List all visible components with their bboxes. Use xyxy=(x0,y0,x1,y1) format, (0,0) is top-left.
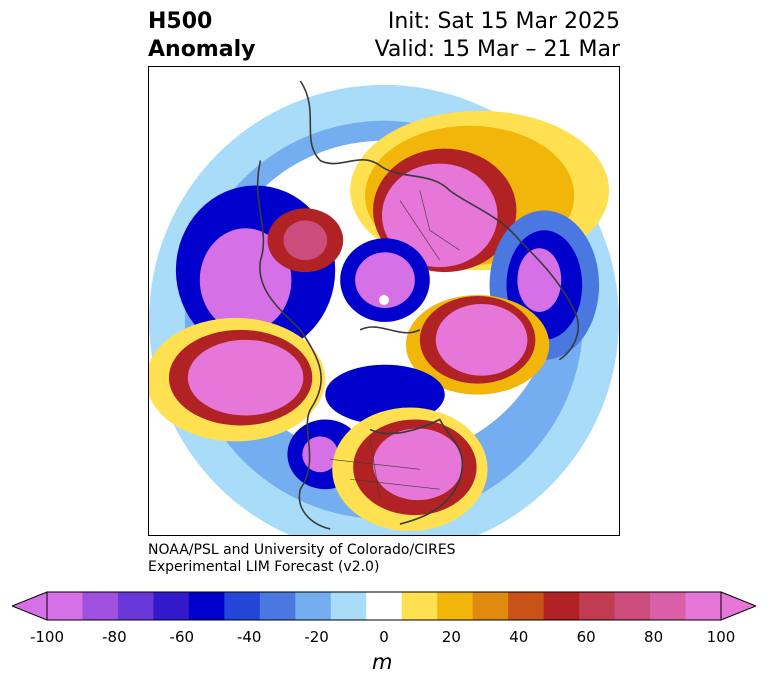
colorbar-segment xyxy=(330,592,367,620)
colorbar-tick-label: 0 xyxy=(379,628,389,646)
trough-west-us-core xyxy=(302,436,339,473)
colorbar-segment xyxy=(224,592,261,620)
colorbar-segment xyxy=(153,592,190,620)
colorbar-segment xyxy=(117,592,154,620)
colorbar-unit-label: m xyxy=(372,650,393,674)
borders xyxy=(330,190,460,500)
coast-north-america-west xyxy=(298,329,331,530)
colorbar-segment xyxy=(295,592,332,620)
colorbar-segment xyxy=(82,592,119,620)
political-borders xyxy=(330,190,460,500)
colorbar-max-extension xyxy=(720,591,756,621)
credit-line1: NOAA/PSL and University of Colorado/CIRE… xyxy=(148,542,456,558)
coastlines xyxy=(256,80,579,530)
north-pole-marker xyxy=(379,295,389,305)
colorbar-tick-label: 60 xyxy=(576,628,596,646)
colorbar-segment xyxy=(614,592,651,620)
colorbar-outline xyxy=(46,591,722,621)
trough-polar-core xyxy=(355,252,415,308)
colorbar-segment xyxy=(437,592,474,620)
init-date: Init: Sat 15 Mar 2025 xyxy=(387,9,620,34)
colorbar-segment xyxy=(259,592,296,620)
colorbar-tick-label: -60 xyxy=(169,628,195,646)
map-canvas xyxy=(149,80,619,535)
anomaly-map xyxy=(148,66,620,536)
colorbar-tick-label: -100 xyxy=(29,628,65,646)
coast-eurasia xyxy=(299,80,521,241)
colorbar-segment xyxy=(685,592,722,620)
title-field: Anomaly xyxy=(148,37,256,62)
colorbar-segment xyxy=(47,592,83,620)
ridge-central-core xyxy=(435,303,528,376)
coast-asia xyxy=(518,239,579,361)
valid-dates: Valid: 15 Mar – 21 Mar xyxy=(374,37,620,62)
map-title: H500 Anomaly xyxy=(148,8,255,64)
trough-east-core xyxy=(517,248,562,312)
colorbar xyxy=(12,591,756,621)
colorbar-tick-label: -40 xyxy=(236,628,262,646)
credit-line2: Experimental LIM Forecast (v2.0) xyxy=(148,559,380,575)
colorbar-segment xyxy=(472,592,509,620)
ridge-east-us-core xyxy=(373,428,463,501)
colorbar-segment xyxy=(579,592,616,620)
colorbar-tick-label: 40 xyxy=(509,628,529,646)
ridge-northwest-core xyxy=(283,220,328,261)
trough-west-core xyxy=(199,228,292,332)
coast-north-america-east xyxy=(369,418,464,525)
colorbar-tick-label: 100 xyxy=(706,628,736,646)
colorbar-segment xyxy=(508,592,545,620)
colorbar-tick-label: 20 xyxy=(441,628,461,646)
credit-text: NOAA/PSL and University of Colorado/CIRE… xyxy=(148,542,456,576)
colorbar-tick-label: -20 xyxy=(304,628,329,646)
coast-europe xyxy=(256,160,301,331)
colorbar-segment xyxy=(401,592,438,620)
colorbar-tick-label: -80 xyxy=(102,628,127,646)
colorbar-segment xyxy=(543,592,580,620)
colorbar-min-extension xyxy=(12,591,48,621)
colorbar-tick-label: 80 xyxy=(644,628,664,646)
ridge-north-core xyxy=(382,163,498,268)
colorbar-segment xyxy=(188,592,225,620)
forecast-dates: Init: Sat 15 Mar 2025 Valid: 15 Mar – 21… xyxy=(375,8,620,64)
colorbar-segment xyxy=(650,592,687,620)
ridge-atlantic-core xyxy=(187,339,304,416)
colorbar-segment xyxy=(366,592,403,620)
coast-arctic xyxy=(359,326,421,334)
title-variable: H500 xyxy=(148,9,213,34)
